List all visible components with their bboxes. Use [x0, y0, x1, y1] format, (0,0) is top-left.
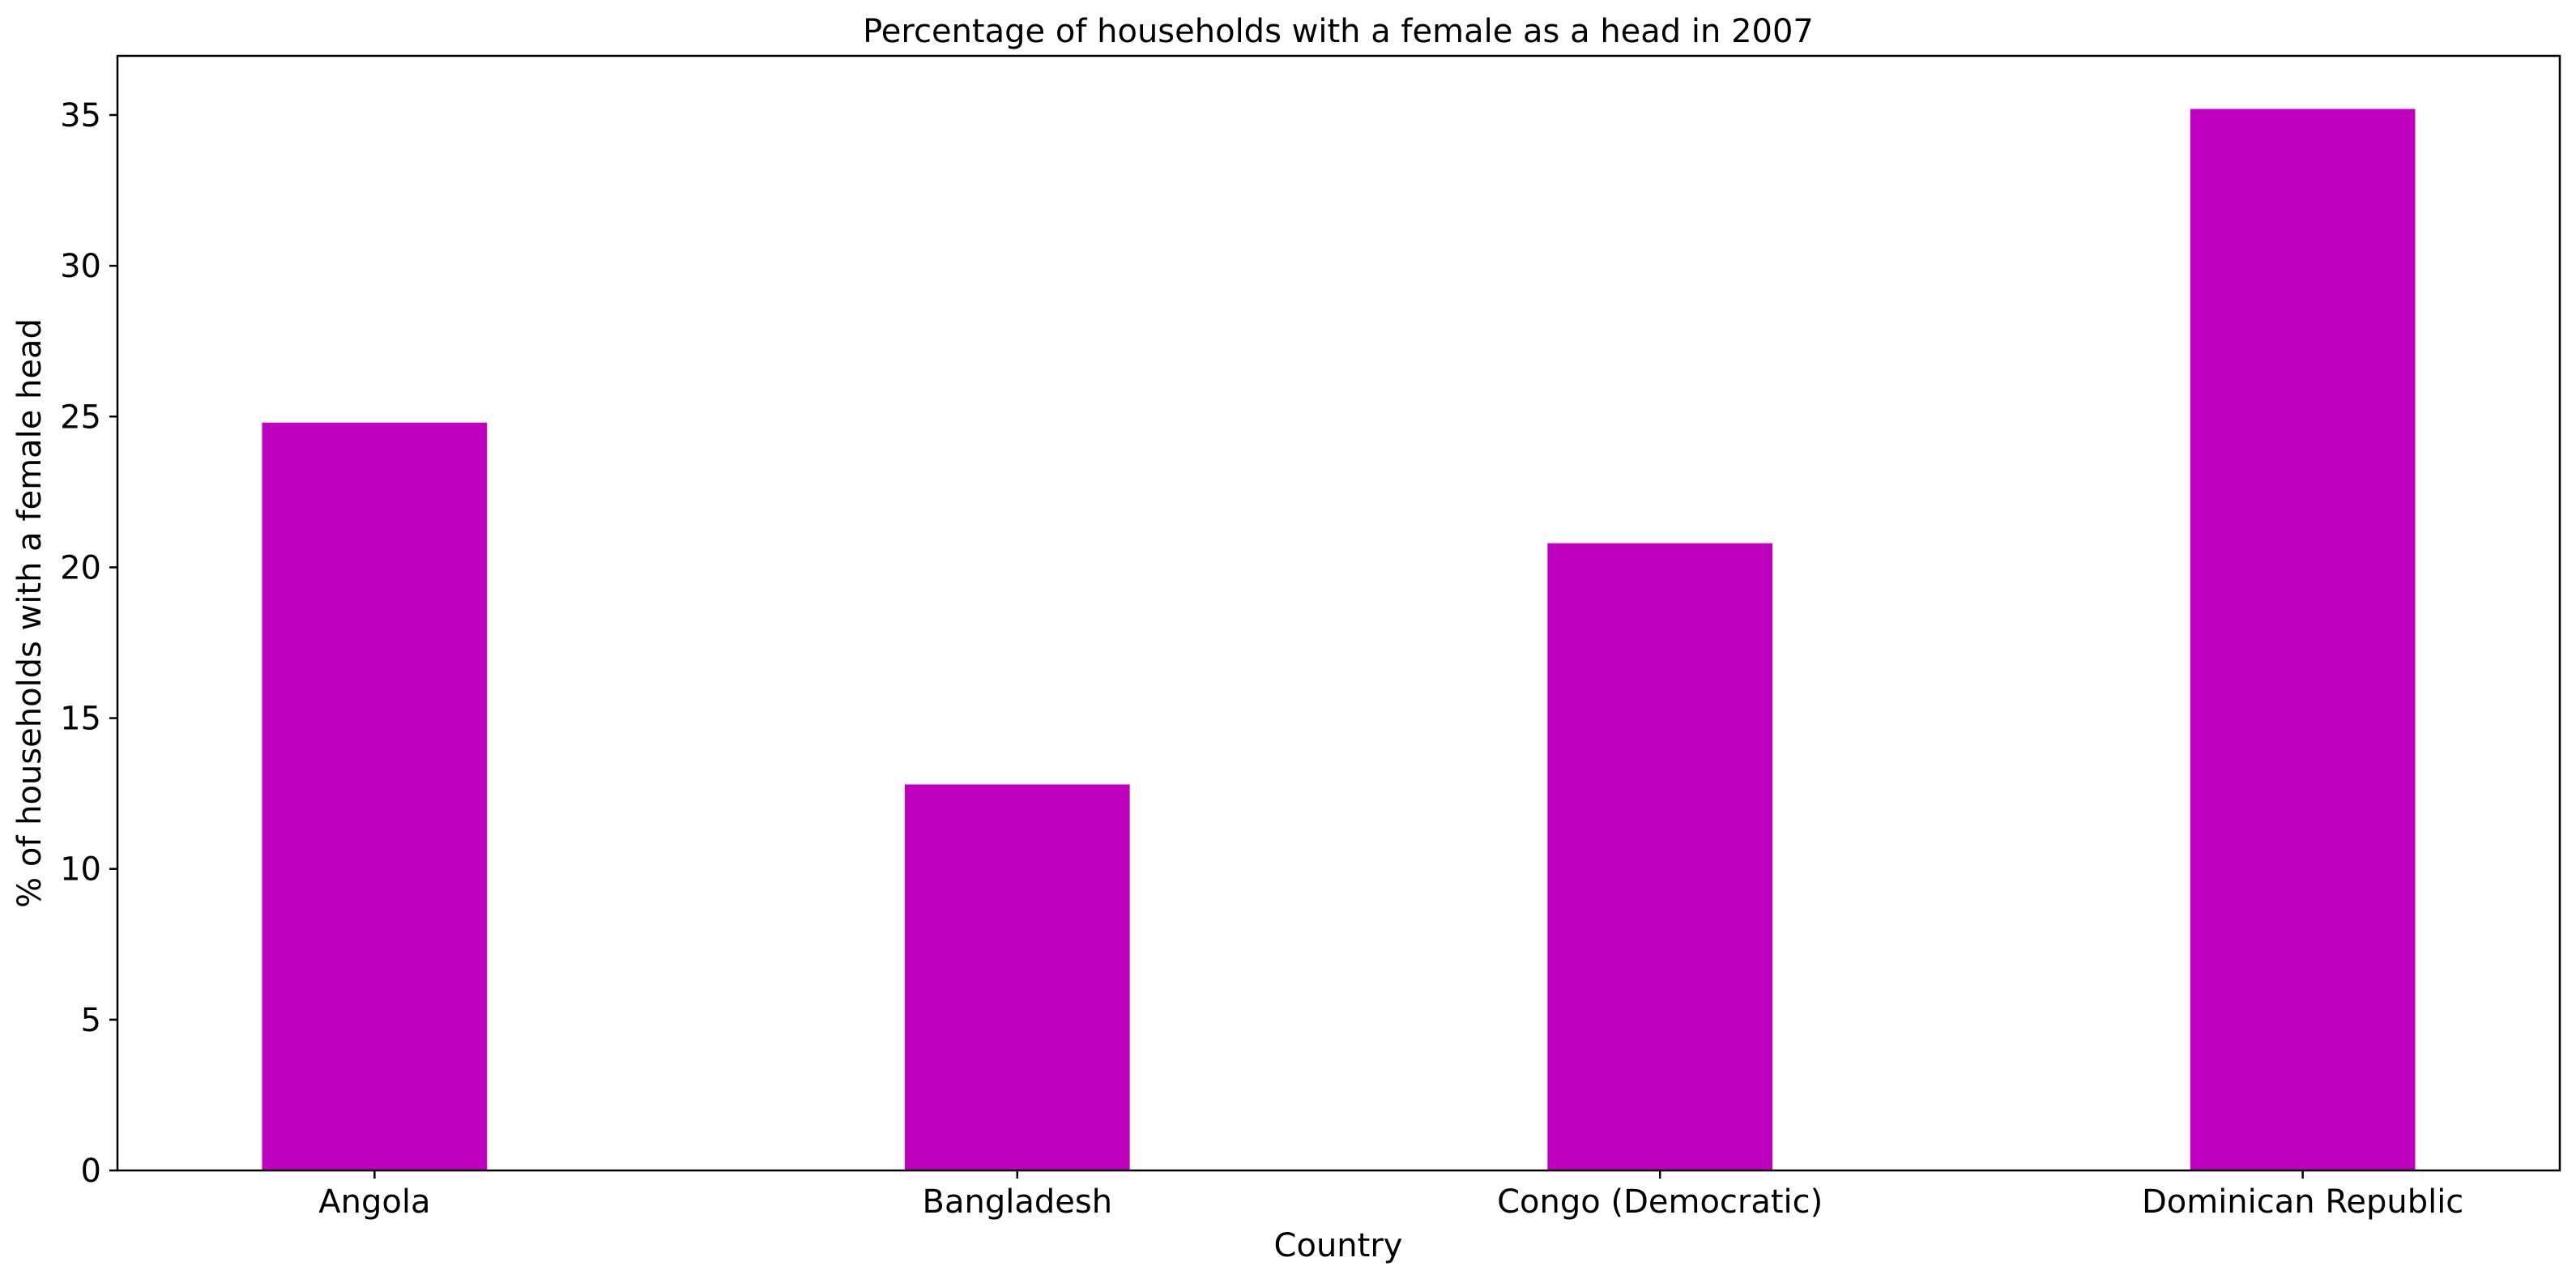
- x-axis-ticks: Angola Bangladesh Congo (Democratic) Domini…: [318, 1170, 2463, 1221]
- y-tick-label: 5: [81, 1002, 101, 1039]
- y-tick-label: 20: [60, 549, 101, 586]
- y-tick-label: 25: [60, 399, 101, 436]
- bar-angola: [262, 422, 488, 1170]
- bars-group: [262, 109, 2416, 1170]
- y-tick-label: 0: [81, 1153, 101, 1190]
- y-tick-label: 10: [60, 851, 101, 889]
- x-tick-label: Dominican Republic: [2142, 1183, 2463, 1221]
- y-tick-label: 30: [60, 248, 101, 285]
- x-tick-label: Angola: [318, 1183, 430, 1221]
- x-tick-label: Bangladesh: [923, 1183, 1113, 1221]
- bar-bangladesh: [904, 784, 1130, 1170]
- plot-area-frame: [116, 54, 2561, 1172]
- y-tick-label: 15: [60, 701, 101, 738]
- y-axis-ticks: 0 5 10 15 20 25 30 35: [60, 97, 117, 1190]
- x-axis-label: Country: [1274, 1227, 1403, 1264]
- chart-title: Percentage of households with a female a…: [863, 13, 1814, 50]
- x-tick-label: Congo (Democratic): [1497, 1183, 1823, 1221]
- bar-congo-democratic: [1547, 543, 1773, 1170]
- bar-dominican-republic: [2190, 109, 2416, 1170]
- y-tick-label: 35: [60, 97, 101, 134]
- y-axis-label: % of households with a female head: [11, 318, 49, 908]
